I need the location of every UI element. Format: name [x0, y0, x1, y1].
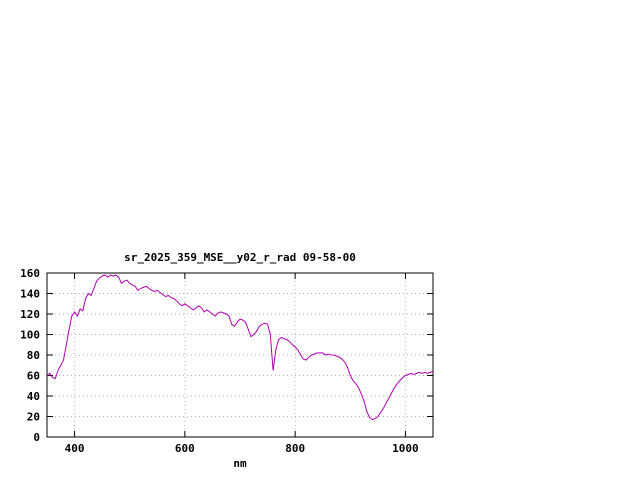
x-tick-label: 800 — [285, 442, 305, 455]
data-line — [46, 274, 434, 421]
x-tick-label: 400 — [65, 442, 85, 455]
y-tick-label: 140 — [20, 288, 40, 301]
y-tick-label: 100 — [20, 329, 40, 342]
y-tick-label: 20 — [27, 411, 40, 424]
y-tick-label: 120 — [20, 308, 40, 321]
x-tick-label: 1000 — [392, 442, 419, 455]
x-tick-label: 600 — [175, 442, 195, 455]
y-tick-label: 40 — [27, 390, 40, 403]
y-tick-label: 0 — [33, 431, 40, 444]
y-tick-label: 160 — [20, 267, 40, 280]
y-tick-label: 80 — [27, 349, 40, 362]
y-tick-label: 60 — [27, 370, 40, 383]
x-axis-label: nm — [233, 457, 247, 470]
chart-title: sr_2025_359_MSE__y02_r_rad 09-58-00 — [124, 251, 356, 264]
